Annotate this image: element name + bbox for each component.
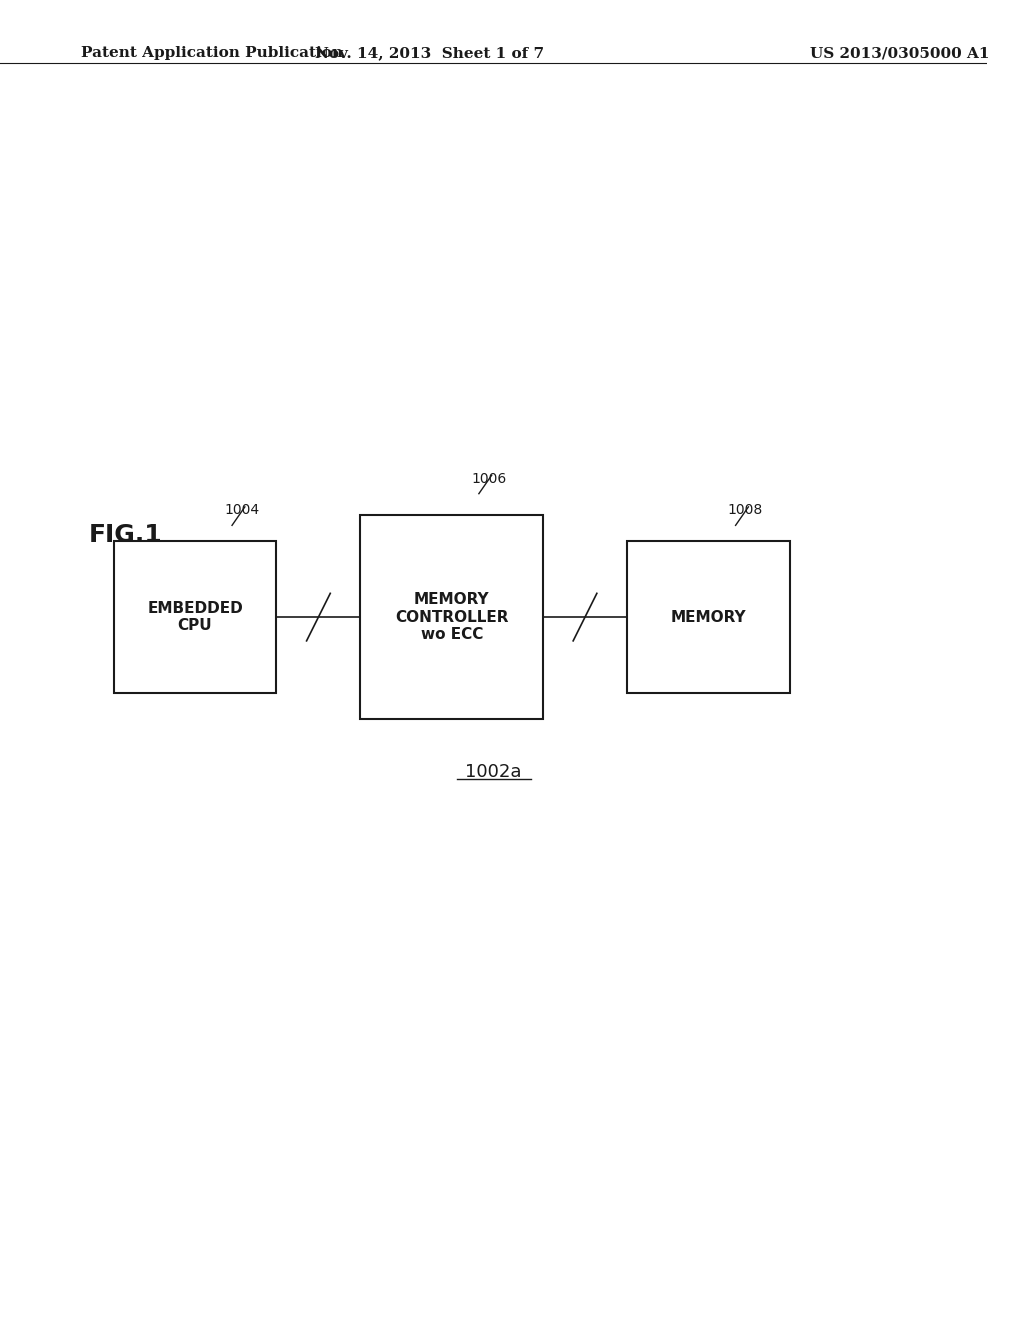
Text: EMBEDDED
CPU: EMBEDDED CPU [147, 601, 243, 634]
FancyBboxPatch shape [627, 541, 790, 693]
Text: US 2013/0305000 A1: US 2013/0305000 A1 [810, 46, 989, 61]
Text: Patent Application Publication: Patent Application Publication [81, 46, 343, 61]
Text: 1008: 1008 [728, 503, 763, 517]
Text: 1006: 1006 [471, 471, 506, 486]
Text: 1004: 1004 [224, 503, 259, 517]
Text: MEMORY: MEMORY [671, 610, 746, 624]
FancyBboxPatch shape [360, 515, 543, 719]
Text: MEMORY
CONTROLLER
wo ECC: MEMORY CONTROLLER wo ECC [395, 593, 509, 642]
FancyBboxPatch shape [114, 541, 276, 693]
Text: Nov. 14, 2013  Sheet 1 of 7: Nov. 14, 2013 Sheet 1 of 7 [315, 46, 544, 61]
Text: FIG.1: FIG.1 [89, 523, 163, 546]
Text: 1002a: 1002a [466, 763, 522, 781]
